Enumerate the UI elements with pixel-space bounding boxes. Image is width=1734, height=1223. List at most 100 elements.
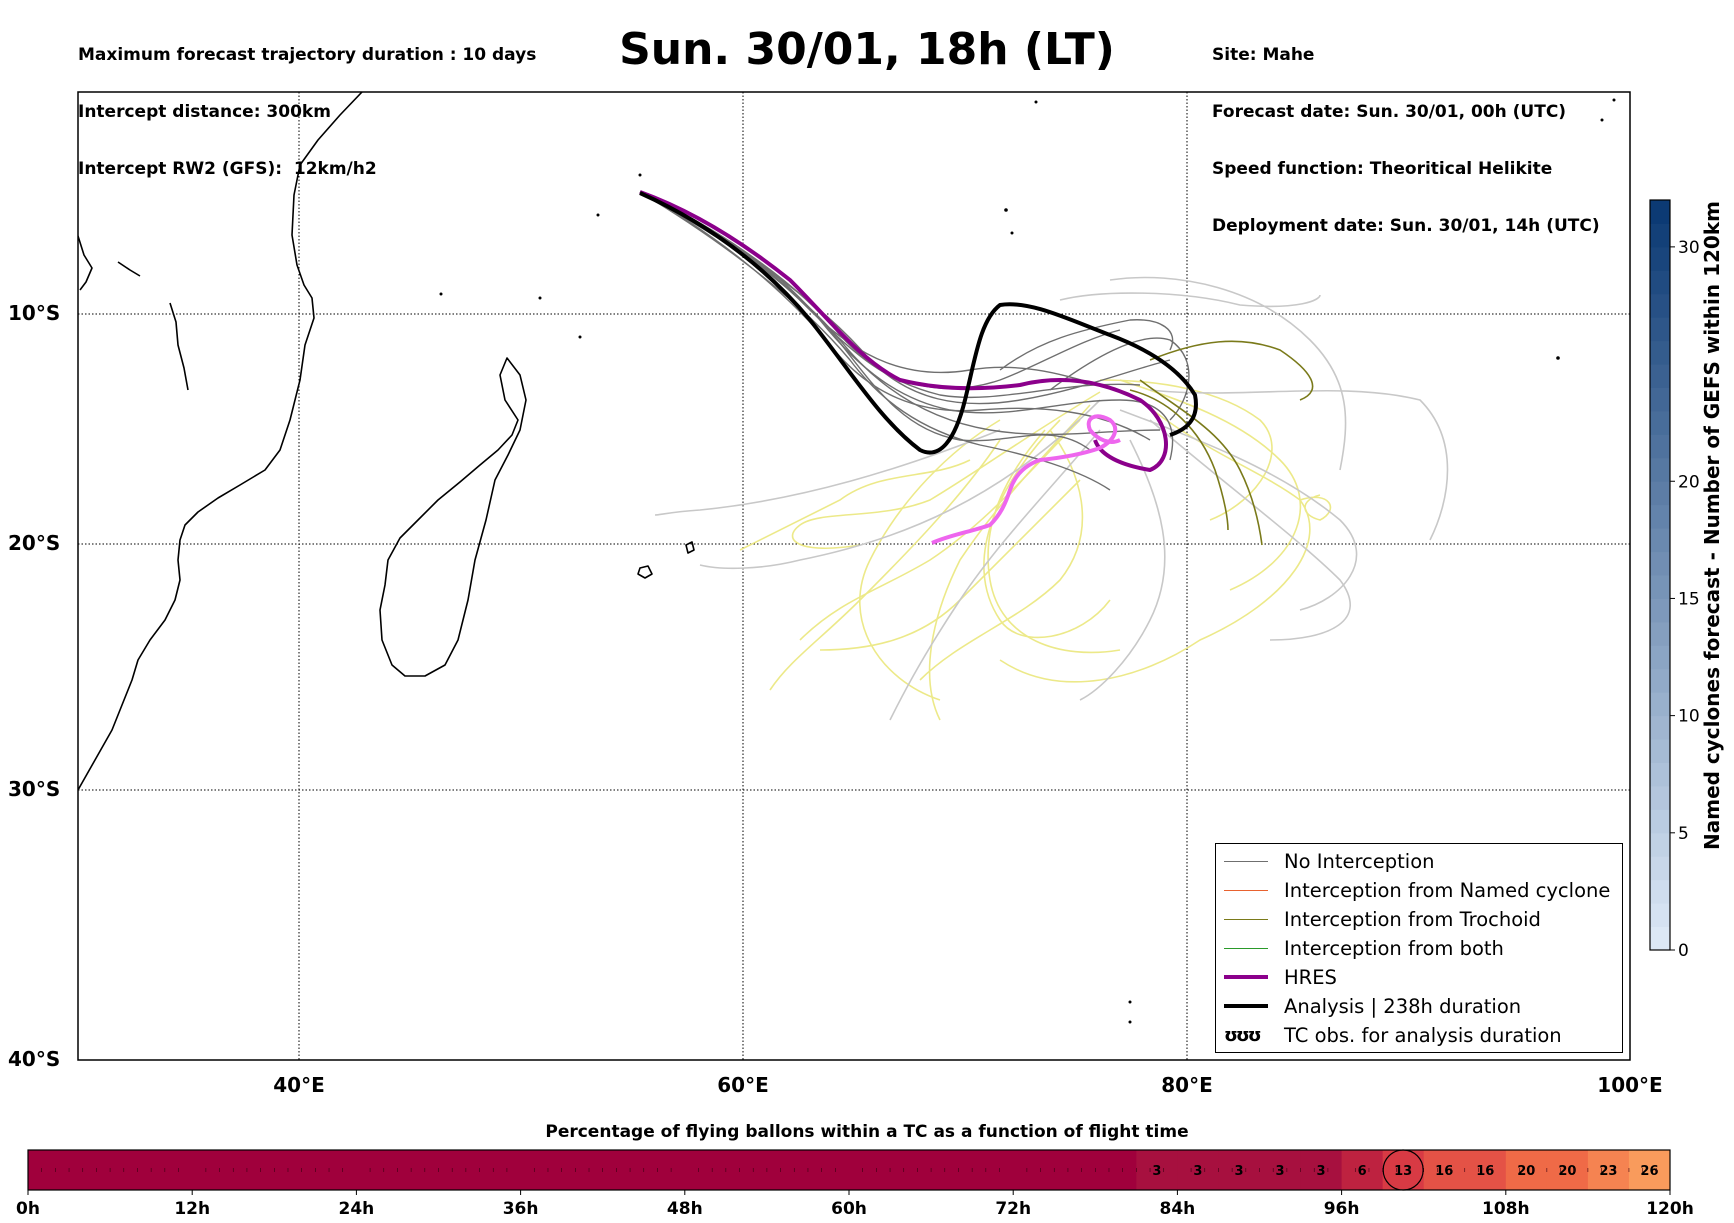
colorbar-segment bbox=[1650, 856, 1670, 881]
colorbar-segment bbox=[1650, 270, 1670, 295]
time-bar-cell bbox=[1341, 1150, 1384, 1190]
time-bar-tick-label: 60h bbox=[831, 1199, 867, 1219]
legend-line-sample bbox=[1224, 1004, 1268, 1008]
lon-label-100e: 100°E bbox=[1597, 1073, 1662, 1097]
colorbar-segment bbox=[1650, 832, 1670, 857]
header-right-info: Site: Mahe Forecast date: Sun. 30/01, 00… bbox=[1212, 8, 1600, 255]
legend-line-sample bbox=[1224, 975, 1268, 979]
hres-trajectory bbox=[639, 190, 1168, 472]
colorbar-segment bbox=[1650, 575, 1670, 599]
comoros-outline bbox=[169, 302, 189, 391]
tc-observation-track bbox=[931, 414, 1121, 545]
time-bar-cell-value: 26 bbox=[1640, 1164, 1658, 1179]
time-bar-cell bbox=[1505, 1150, 1548, 1190]
time-bar-title: Percentage of flying ballons within a TC… bbox=[545, 1122, 1189, 1142]
legend-label: Interception from Named cyclone bbox=[1284, 878, 1611, 902]
colorbar-segment bbox=[1650, 739, 1670, 763]
colorbar-tick-label: 30 bbox=[1678, 238, 1700, 258]
lat-label-10s: 10°S bbox=[8, 301, 60, 325]
time-bar-tick-label: 120h bbox=[1646, 1199, 1694, 1219]
time-bar-cell bbox=[1177, 1150, 1219, 1190]
colorbar-segment bbox=[1650, 504, 1670, 529]
time-bar-tick-label: 0h bbox=[16, 1199, 40, 1219]
header-left-info: Maximum forecast trajectory duration : 1… bbox=[78, 8, 536, 198]
legend-line-sample bbox=[1224, 860, 1268, 862]
time-bar-cell-value: 20 bbox=[1517, 1164, 1535, 1179]
madagascar-coastline bbox=[379, 357, 527, 677]
colorbar-tick-label: 15 bbox=[1678, 589, 1700, 609]
time-bar-cell bbox=[1136, 1150, 1178, 1190]
legend-line-sample bbox=[1224, 889, 1268, 891]
colorbar-segment bbox=[1650, 715, 1670, 740]
colorbar-segment bbox=[1650, 598, 1670, 623]
time-bar-tick-label: 48h bbox=[667, 1199, 703, 1219]
colorbar-segment bbox=[1650, 551, 1670, 576]
colorbar-segment bbox=[1650, 903, 1670, 928]
legend-label: Interception from both bbox=[1284, 936, 1504, 960]
somalia-islands bbox=[117, 261, 141, 277]
intercept-rw2-text: Intercept RW2 (GFS): 12km/h2 bbox=[78, 159, 377, 179]
colorbar-segment bbox=[1650, 293, 1670, 318]
colorbar-title: Named cyclones forecast - Number of GEFS… bbox=[1700, 201, 1724, 850]
time-bar-cell-value: 13 bbox=[1394, 1164, 1412, 1179]
time-bar-tick-label: 72h bbox=[995, 1199, 1031, 1219]
time-bar-cell-value: 3 bbox=[1317, 1164, 1326, 1179]
time-bar-cell bbox=[1546, 1150, 1589, 1190]
legend-label: HRES bbox=[1284, 965, 1337, 989]
analysis-trajectory bbox=[639, 191, 1198, 455]
cyclone-count-colorbar bbox=[1649, 199, 1671, 951]
time-bar-cell bbox=[1587, 1150, 1630, 1190]
forecast-date-text: Forecast date: Sun. 30/01, 00h (UTC) bbox=[1212, 102, 1567, 122]
colorbar-segment bbox=[1650, 340, 1670, 365]
colorbar-segment bbox=[1650, 668, 1670, 693]
lon-label-40e: 40°E bbox=[273, 1073, 325, 1097]
time-bar-cell-value: 6 bbox=[1358, 1164, 1367, 1179]
time-bar-tick-label: 12h bbox=[174, 1199, 210, 1219]
trochoid-interception-trajectories bbox=[1129, 340, 1314, 546]
time-bar-cell-value: 3 bbox=[1193, 1164, 1202, 1179]
legend-item-hres: HRES bbox=[1224, 963, 1337, 991]
legend-label: Analysis | 238h duration bbox=[1284, 994, 1522, 1018]
time-bar-cell bbox=[1218, 1150, 1260, 1190]
lat-label-20s: 20°S bbox=[8, 531, 60, 555]
legend-label: Interception from Trochoid bbox=[1284, 907, 1541, 931]
gefs-lightgray-trajectories bbox=[654, 276, 1449, 721]
mauritius-outline bbox=[637, 565, 653, 579]
legend-line-sample bbox=[1224, 947, 1268, 949]
tc-percentage-bar: 3 3 3 3 3 6 13 16 16 20 20 23 26 0h 12h 24h 36h 48h 60h 72h… bbox=[16, 1149, 1694, 1219]
colorbar-segment bbox=[1650, 645, 1670, 670]
intercept-distance-text: Intercept distance: 300km bbox=[78, 102, 331, 122]
gefs-yellow-trajectories bbox=[739, 379, 1332, 721]
time-bar-cell-value: 16 bbox=[1476, 1164, 1494, 1179]
colorbar-segment bbox=[1650, 762, 1670, 787]
lat-label-30s: 30°S bbox=[8, 777, 60, 801]
colorbar-segment bbox=[1650, 621, 1670, 646]
colorbar-segment bbox=[1650, 457, 1670, 482]
legend-item-both: Interception from both bbox=[1224, 934, 1504, 962]
deployment-date-text: Deployment date: Sun. 30/01, 14h (UTC) bbox=[1212, 216, 1600, 236]
max-duration-text: Maximum forecast trajectory duration : 1… bbox=[78, 45, 537, 65]
speed-function-text: Speed function: Theoritical Helikite bbox=[1212, 159, 1553, 179]
time-bar-cell bbox=[1628, 1150, 1671, 1190]
colorbar-segment bbox=[1650, 434, 1670, 459]
time-bar-tick-label: 84h bbox=[1160, 1199, 1196, 1219]
time-bar-cell-value: 20 bbox=[1558, 1164, 1576, 1179]
lon-label-80e: 80°E bbox=[1161, 1073, 1213, 1097]
legend-item-trochoid: Interception from Trochoid bbox=[1224, 905, 1541, 933]
colorbar-tick-label: 20 bbox=[1678, 472, 1700, 492]
colorbar-segment bbox=[1650, 364, 1670, 388]
lat-label-40s: 40°S bbox=[8, 1047, 60, 1071]
time-bar-cell bbox=[1300, 1150, 1343, 1190]
legend: No Interception Interception from Named … bbox=[1215, 843, 1623, 1053]
colorbar-frame bbox=[1649, 199, 1671, 951]
legend-line-sample bbox=[1224, 918, 1268, 920]
map-frame bbox=[77, 91, 1631, 1061]
legend-item-analysis: Analysis | 238h duration bbox=[1224, 992, 1521, 1020]
colorbar-segment bbox=[1650, 481, 1670, 506]
lon-label-60e: 60°E bbox=[717, 1073, 769, 1097]
map-title: Sun. 30/01, 18h (LT) bbox=[619, 24, 1115, 75]
colorbar-tick-label: 10 bbox=[1678, 707, 1700, 727]
time-bar-cell-value: 3 bbox=[1276, 1164, 1285, 1179]
time-bar-cell-value: 16 bbox=[1435, 1164, 1453, 1179]
